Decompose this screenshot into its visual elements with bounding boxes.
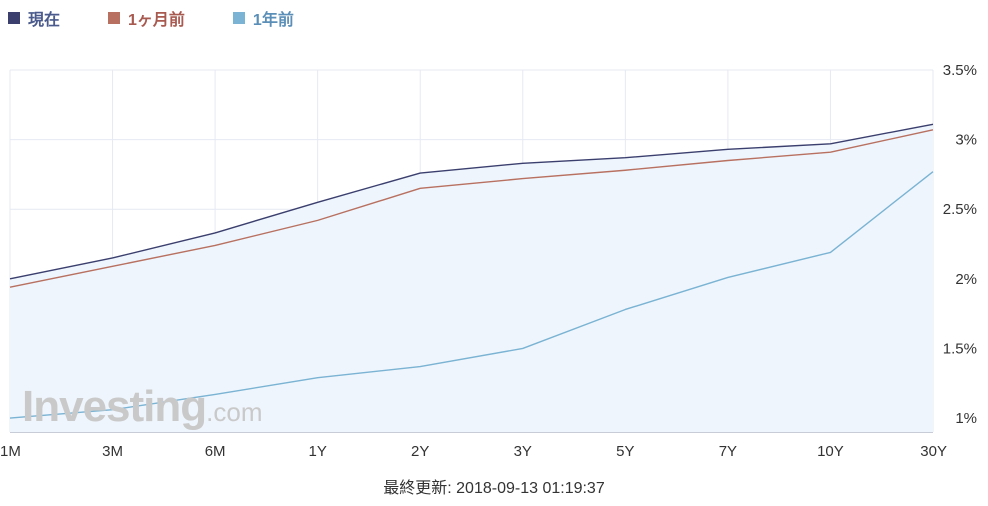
series-line	[9, 171, 934, 419]
series-lines	[9, 123, 934, 419]
x-tick-label: 3M	[102, 443, 123, 460]
series-line	[9, 129, 934, 288]
legend-label-current: 現在	[28, 12, 61, 29]
y-tick-label: 1%	[955, 410, 977, 427]
x-tick-label: 5Y	[616, 443, 634, 460]
x-tick-label: 7Y	[719, 443, 737, 460]
watermark-suffix: .com	[206, 397, 263, 427]
legend-swatch-1-year-ago	[232, 12, 245, 24]
x-tick-label: 1Y	[308, 443, 326, 460]
x-axis-labels: 1M 3M 6M 1Y 2Y 3Y 5Y 7Y 10Y 30Y	[0, 443, 947, 460]
y-axis-labels: 1% 1.5% 2% 2.5% 3% 3.5%	[943, 62, 977, 427]
legend-item-1-month-ago[interactable]: 1ヶ月前	[108, 6, 185, 30]
x-tick-label: 30Y	[920, 443, 947, 460]
chart-legend: 現在 1ヶ月前 1年前	[8, 6, 342, 30]
y-tick-label: 3.5%	[943, 62, 977, 79]
last-updated-text: 最終更新: 2018-09-13 01:19:37	[383, 480, 605, 497]
area-fill	[10, 124, 933, 433]
y-tick-label: 2.5%	[943, 201, 977, 218]
x-tick-label: 2Y	[411, 443, 429, 460]
current-area-fill	[10, 124, 933, 433]
watermark-main: Investing	[22, 382, 207, 431]
series-line	[9, 123, 934, 280]
y-tick-label: 1.5%	[943, 340, 977, 357]
y-tick-label: 3%	[955, 132, 977, 149]
x-tick-label: 10Y	[817, 443, 844, 460]
legend-label-1-year-ago: 1年前	[252, 12, 294, 29]
x-tick-label: 1M	[0, 443, 21, 460]
legend-item-current[interactable]: 現在	[8, 6, 60, 30]
legend-swatch-current	[8, 12, 20, 24]
y-tick-label: 2%	[955, 271, 977, 288]
x-tick-label: 6M	[205, 443, 226, 460]
x-tick-label: 3Y	[514, 443, 532, 460]
legend-item-1-year-ago[interactable]: 1年前	[232, 6, 294, 30]
legend-swatch-1-month-ago	[108, 12, 121, 24]
investing-watermark: Investing.com	[22, 382, 263, 432]
legend-label-1-month-ago: 1ヶ月前	[128, 12, 185, 29]
